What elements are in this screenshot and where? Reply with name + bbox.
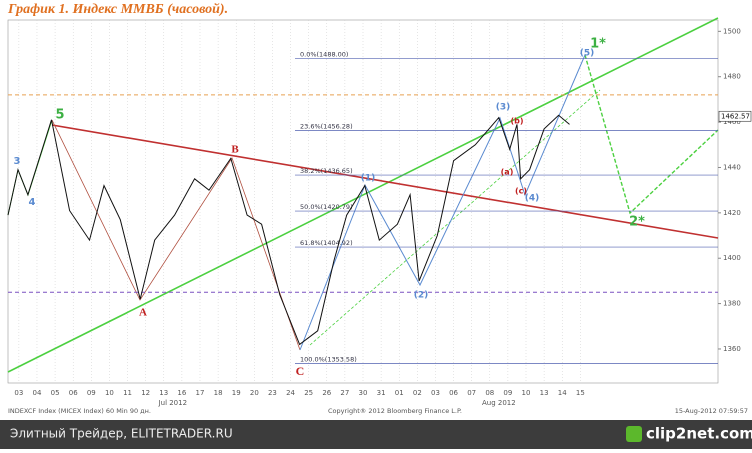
forecast-path xyxy=(584,54,719,215)
y-tick-label: 1460 xyxy=(723,118,741,126)
x-tick-label: 10 xyxy=(522,389,531,397)
x-tick-label: 02 xyxy=(413,389,422,397)
y-tick-label: 1420 xyxy=(723,209,741,217)
x-tick-label: 15 xyxy=(576,389,585,397)
watermark-left: Элитный Трейдер, ELITETRADER.RU xyxy=(10,427,233,441)
y-tick-label: 1400 xyxy=(723,254,741,262)
x-tick-label: 23 xyxy=(268,389,277,397)
x-tick-label: 04 xyxy=(33,389,42,397)
wave-line xyxy=(51,119,301,351)
trend-line xyxy=(7,17,719,373)
wave-label: 5 xyxy=(55,108,64,123)
fib-label: 0.0%(1488.00) xyxy=(300,51,348,59)
last-price-box xyxy=(718,110,752,122)
fib-label: 23.6%(1456.28) xyxy=(300,123,353,131)
x-tick-label: 26 xyxy=(322,389,331,397)
wave-label: (3) xyxy=(496,103,511,113)
x-tick-label: 01 xyxy=(395,389,404,397)
x-tick-label: 08 xyxy=(485,389,494,397)
x-tick-label: 30 xyxy=(359,389,368,397)
grid xyxy=(18,20,581,383)
x-tick-label: 09 xyxy=(87,389,96,397)
x-tick-label: 03 xyxy=(14,389,23,397)
x-tick-label: 07 xyxy=(467,389,476,397)
x-tick-label: 13 xyxy=(159,389,168,397)
fib-label: 38.2%(1436.65) xyxy=(300,167,353,175)
logo-icon xyxy=(626,426,642,442)
x-tick-label: 16 xyxy=(177,389,186,397)
wave-label: (4) xyxy=(525,194,540,204)
wave-label: B xyxy=(231,144,239,156)
last-price-label: 1462.57 xyxy=(721,112,750,120)
y-tick-label: 1500 xyxy=(723,27,741,35)
wave-label: (a) xyxy=(501,168,514,177)
wave-label: C xyxy=(296,364,305,378)
x-tick-label: 06 xyxy=(69,389,78,397)
x-tick-label: 06 xyxy=(449,389,458,397)
y-tick-label: 1480 xyxy=(723,73,741,81)
wave-label: (2) xyxy=(414,291,429,301)
watermark-right: clip2net.com xyxy=(646,425,752,443)
x-tick-label: 03 xyxy=(431,389,440,397)
wave-label: (1) xyxy=(361,174,376,184)
x-tick-label: 05 xyxy=(51,389,60,397)
wave-label: (5) xyxy=(580,49,595,59)
wave-label: A xyxy=(139,307,147,319)
chart-title: График 1. Индекс ММВБ (часовой). xyxy=(7,2,228,17)
y-tick-label: 1440 xyxy=(723,163,741,171)
footer-center: Copyright® 2012 Bloomberg Finance L.P. xyxy=(328,407,462,415)
footer-left: INDEXCF Index (MICEX Index) 60 Min 90 дн… xyxy=(8,407,151,415)
fib-label: 100.0%(1353.58) xyxy=(300,356,357,364)
x-tick-label: 20 xyxy=(250,389,259,397)
x-tick-label: 13 xyxy=(540,389,549,397)
x-tick-label: 11 xyxy=(123,389,132,397)
x-tick-label: 17 xyxy=(196,389,205,397)
wave-line xyxy=(299,54,586,351)
fib-label: 50.0%(1420.79) xyxy=(300,203,353,211)
x-tick-label: 10 xyxy=(105,389,114,397)
x-tick-label: 09 xyxy=(503,389,512,397)
wave-label: 2* xyxy=(629,215,645,230)
wave-label: 4 xyxy=(29,197,36,208)
price-line xyxy=(7,114,570,346)
x-tick-label: 24 xyxy=(286,389,295,397)
x-tick-label: 12 xyxy=(141,389,150,397)
y-tick-label: 1360 xyxy=(723,345,741,353)
wave-label: 1* xyxy=(590,37,606,52)
x-tick-label: 14 xyxy=(558,389,567,397)
wave-label: 3 xyxy=(14,156,21,167)
x-tick-label: 27 xyxy=(340,389,349,397)
trend-line xyxy=(51,124,719,239)
month-label: Jul 2012 xyxy=(158,399,188,407)
wave-label: (c) xyxy=(515,187,527,196)
x-tick-label: 31 xyxy=(377,389,386,397)
wave-label: (b) xyxy=(510,117,523,126)
fib-label: 61.8%(1404.92) xyxy=(300,239,353,247)
y-tick-label: 1380 xyxy=(723,300,741,308)
x-tick-label: 25 xyxy=(304,389,313,397)
x-tick-label: 18 xyxy=(214,389,223,397)
footer-right: 15-Aug-2012 07:59:57 xyxy=(675,407,748,415)
x-tick-label: 19 xyxy=(232,389,241,397)
month-label: Aug 2012 xyxy=(482,399,516,407)
